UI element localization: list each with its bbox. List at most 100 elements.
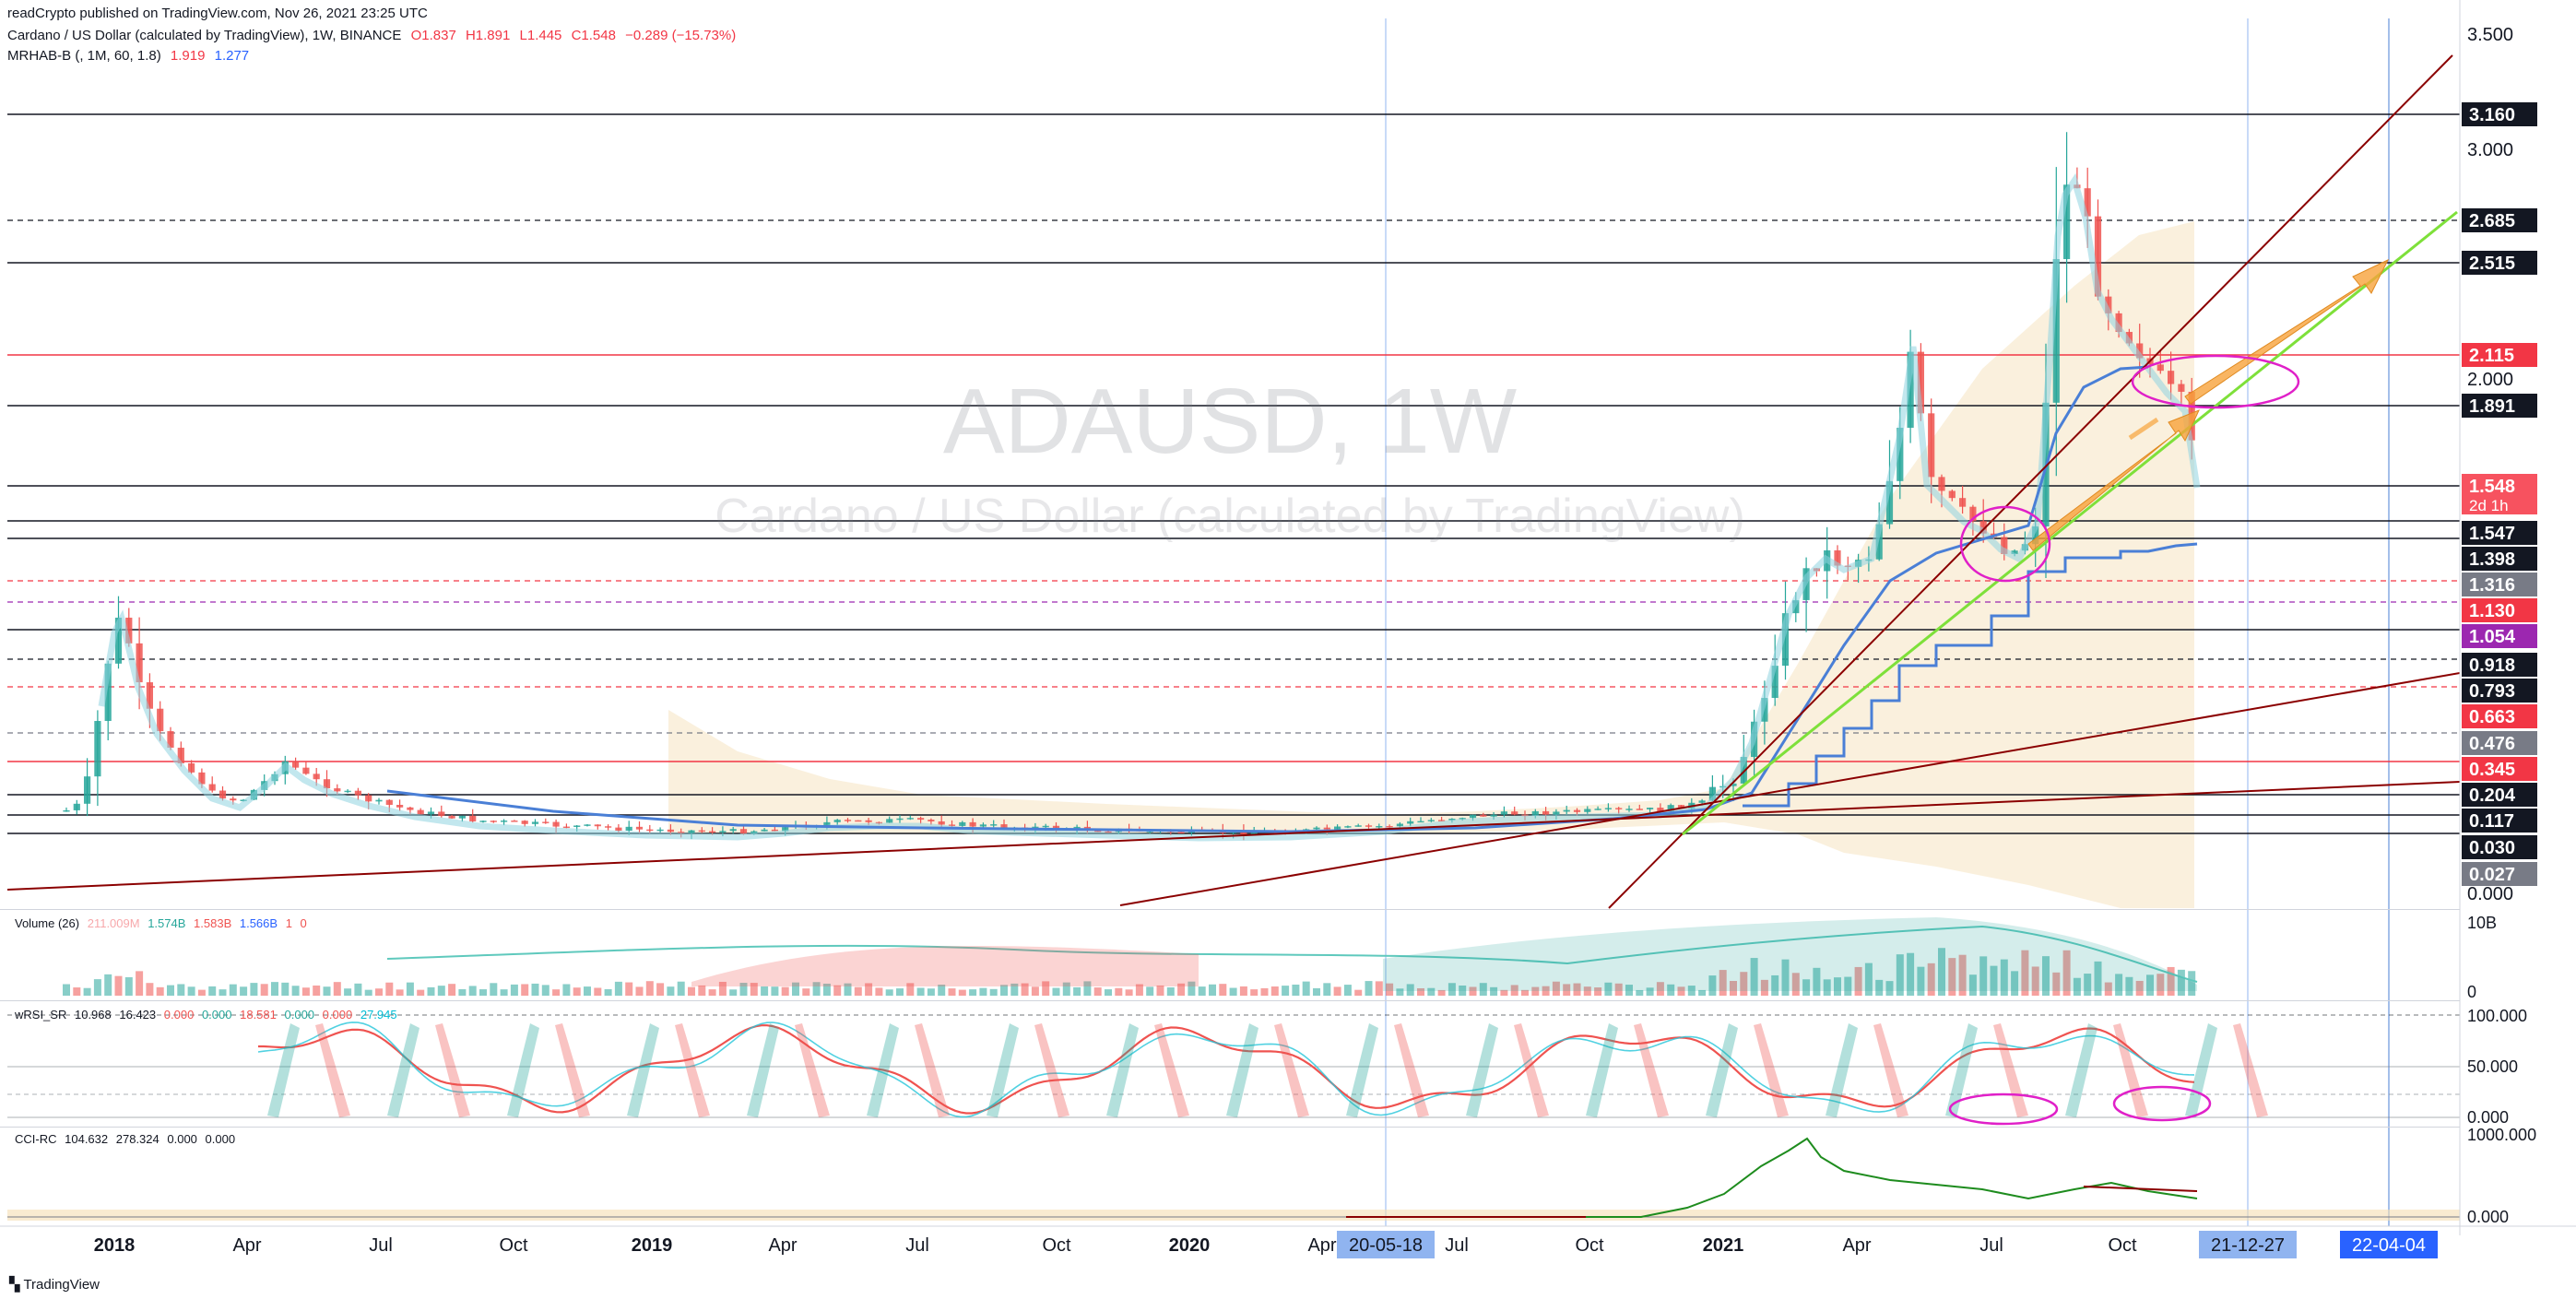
candle-body — [1907, 351, 1914, 428]
rsi-wave-down — [795, 1023, 830, 1117]
drawings — [6, 54, 2461, 909]
price-axis-background — [2460, 0, 2576, 1299]
candle-body — [573, 825, 581, 828]
candle-body — [2084, 188, 2091, 217]
time-axis[interactable]: 2018 Apr Jul Oct 2019 Apr Jul Oct 2020 Apr Jul Oct 2… — [0, 1225, 2576, 1258]
tradingview-logo[interactable]: ▚ TradingView — [9, 1276, 100, 1293]
volume-bar — [1062, 982, 1070, 996]
candle-body — [678, 832, 685, 833]
price-label-text: 1.547 — [2469, 524, 2515, 544]
indicator-legend[interactable]: MRHAB-B (, 1M, 60, 1.8) 1.919 1.277 — [7, 48, 249, 64]
volume-bar — [375, 988, 383, 996]
volume-bar — [1844, 976, 1852, 996]
cci-axis-tick: 0.000 — [2467, 1208, 2509, 1226]
time-tick: Oct — [2108, 1235, 2137, 1256]
volume-bar — [2104, 982, 2112, 996]
rsi-wave-up — [2185, 1023, 2217, 1117]
volume-bar — [1343, 985, 1352, 996]
volume-bar — [1437, 989, 1446, 996]
rsi-legend[interactable]: wRSI_SR 10.968 16.423 0.000 0.000 18.581… — [15, 1008, 397, 1021]
ohlc-open: O1.837 — [410, 28, 456, 43]
candle-body — [1052, 825, 1060, 830]
pane-separator[interactable] — [0, 1127, 2460, 1128]
volume-bar — [1229, 987, 1237, 996]
price-axis[interactable]: 3.500 3.000 2.000 0.000 3.160 2.685 2.515 2.115… — [2459, 0, 2576, 1299]
volume-bar — [1500, 989, 1508, 996]
candle-body — [104, 663, 112, 722]
symbol-legend[interactable]: Cardano / US Dollar (calculated by Tradi… — [7, 28, 736, 43]
candle-body — [865, 820, 872, 822]
volume-bar — [2188, 971, 2196, 996]
volume-bar — [1687, 986, 1696, 996]
cci-zero-band — [7, 1210, 2460, 1221]
ohlc-change: −0.289 (−15.73%) — [625, 28, 737, 43]
time-tick: Jul — [1445, 1235, 1469, 1256]
candle-body — [334, 788, 341, 792]
volume-val-6: 0 — [300, 916, 307, 930]
rsi-wave-down — [915, 1023, 950, 1117]
candle-body — [1740, 757, 1747, 784]
trendline-base — [6, 781, 2461, 891]
candle-body — [188, 762, 195, 773]
candle-body — [177, 748, 184, 763]
volume-bar — [1188, 981, 1196, 996]
price-label-text: 0.204 — [2469, 785, 2516, 806]
volume-bar — [573, 987, 581, 996]
volume-bar — [1021, 983, 1029, 996]
volume-bar — [1791, 973, 1800, 996]
volume-bar — [521, 984, 529, 996]
volume-bar — [802, 988, 810, 996]
candle-body — [354, 790, 361, 796]
volume-bar — [1750, 958, 1758, 996]
rsi-wave-up — [507, 1023, 539, 1117]
volume-bar — [1219, 984, 1227, 996]
time-tick: Jul — [369, 1235, 393, 1256]
rsi-wave-down — [2113, 1023, 2148, 1117]
price-label-text: 0.476 — [2469, 734, 2515, 754]
volume-val-4: 1.566B — [239, 916, 278, 930]
rsi-wave-down — [1154, 1023, 1189, 1117]
price-label-tag — [2462, 862, 2537, 886]
volume-bar — [750, 983, 758, 996]
volume-bar — [281, 982, 290, 996]
rsi-axis-tick: 0.000 — [2467, 1108, 2509, 1127]
volume-bar — [250, 983, 258, 996]
price-label-tag — [2462, 251, 2537, 275]
rsi-wave-down — [1274, 1023, 1309, 1117]
volume-bar — [885, 989, 893, 996]
volume-bar — [1386, 983, 1394, 996]
candle-body — [1542, 810, 1550, 815]
time-tick: Jul — [905, 1235, 929, 1256]
rsi-wave-down — [315, 1023, 350, 1117]
cci-val-3: 0.000 — [167, 1132, 197, 1146]
volume-bar — [833, 985, 842, 996]
tradingview-logo-text: TradingView — [23, 1277, 100, 1293]
candle-body — [615, 827, 622, 831]
volume-bar — [1459, 985, 1467, 996]
pane-separator[interactable] — [0, 1000, 2460, 1001]
pane-separator[interactable] — [0, 909, 2460, 910]
candle-body — [948, 824, 956, 826]
price-label-tag — [2462, 394, 2537, 418]
candle-body — [1698, 800, 1706, 803]
volume-bar — [1646, 987, 1654, 996]
candle-body — [750, 831, 758, 834]
volume-bar — [1854, 966, 1862, 996]
volume-val-1: 211.009M — [87, 916, 140, 930]
volume-bar — [1031, 986, 1039, 996]
candle-body — [1073, 826, 1081, 830]
price-label-text: 0.663 — [2469, 707, 2515, 727]
volume-bar — [1813, 967, 1821, 996]
volume-bar — [1990, 965, 1998, 996]
rsi-wave-up — [627, 1023, 659, 1117]
cci-legend[interactable]: CCI-RC 104.632 278.324 0.000 0.000 — [15, 1132, 235, 1146]
price-label-tag — [2462, 653, 2537, 677]
volume-legend[interactable]: Volume (26) 211.009M 1.574B 1.583B 1.566… — [15, 916, 307, 930]
volume-bar — [2052, 972, 2061, 996]
volume-bar — [1885, 981, 1894, 996]
volume-bar — [1396, 988, 1404, 996]
volume-bar — [73, 987, 81, 996]
candle-body — [1396, 823, 1403, 827]
candle-body — [1584, 809, 1591, 812]
